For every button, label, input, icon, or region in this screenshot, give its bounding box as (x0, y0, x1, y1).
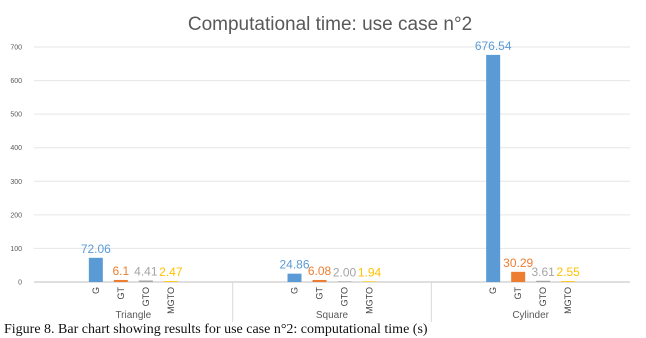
y-axis: 0 100 200 300 400 500 600 700 (10, 45, 22, 287)
x-tick-label-square-gto: GTO (340, 287, 350, 306)
bar-square-gto (337, 281, 352, 282)
chart-title: Computational time: use case n°2 (188, 14, 472, 35)
category-label-triangle: Triangle (115, 310, 151, 321)
x-tick-label-square-gt: GT (315, 286, 325, 299)
data-label-triangle-gto: 4.41 (134, 265, 158, 279)
y-tick-label-100: 100 (10, 246, 22, 253)
x-axis: G GT GTO MGTO Triangle G GT GTO MGTO Square G GT GTO… (91, 282, 573, 322)
chart-background (0, 0, 646, 322)
x-tick-label-triangle-gto: GTO (141, 287, 151, 306)
y-tick-label-400: 400 (10, 145, 22, 152)
y-tick-label-600: 600 (10, 78, 22, 85)
category-label-cylinder: Cylinder (512, 310, 549, 321)
bar-chart: Computational time: use case n°2 0 100 200… (0, 0, 646, 322)
data-label-square-gt: 6.08 (308, 264, 332, 278)
data-label-cylinder-g: 676.54 (475, 39, 512, 53)
x-tick-label-triangle-g: G (91, 287, 101, 294)
bar-square-gt (312, 279, 327, 282)
data-label-triangle-mgto: 2.47 (159, 265, 183, 279)
data-label-square-mgto: 1.94 (358, 265, 382, 279)
x-tick-label-cylinder-gto: GTO (538, 287, 548, 306)
data-label-cylinder-gto: 3.61 (531, 265, 555, 279)
x-tick-label-square-g: G (290, 287, 300, 294)
data-label-cylinder-mgto: 2.55 (556, 265, 580, 279)
bar-cylinder-gto (536, 280, 551, 282)
x-tick-label-cylinder-gt: GT (513, 286, 523, 299)
y-tick-label-200: 200 (10, 212, 22, 219)
bar-triangle-gt (113, 279, 128, 282)
figure-caption: Figure 8. Bar chart showing results for … (4, 322, 428, 337)
y-tick-label-300: 300 (10, 179, 22, 186)
x-tick-label-triangle-mgto: MGTO (166, 287, 176, 314)
data-label-cylinder-gt: 30.29 (503, 256, 533, 270)
bars: 72.066.1 4.41 2.47 24.866.08 2.00 1.94 676.54 3… (81, 39, 580, 283)
bar-square-mgto (362, 281, 377, 282)
bar-triangle-gto (138, 280, 153, 282)
category-label-square: Square (316, 310, 349, 321)
y-tick-label-500: 500 (10, 112, 22, 119)
gridlines (34, 46, 630, 283)
x-tick-label-cylinder-mgto: MGTO (563, 287, 573, 314)
x-tick-label-square-mgto: MGTO (365, 287, 375, 314)
x-tick-label-triangle-gt: GT (116, 286, 126, 299)
bar-cylinder-g (486, 54, 501, 283)
bar-triangle-g (88, 257, 103, 282)
data-label-triangle-g: 72.06 (81, 242, 111, 256)
bar-square-g (287, 273, 302, 282)
data-label-square-g: 24.86 (279, 258, 309, 272)
bar-cylinder-mgto (561, 281, 576, 282)
bar-cylinder-gt (511, 271, 526, 282)
y-tick-label-0: 0 (18, 280, 22, 287)
data-label-triangle-gt: 6.1 (112, 264, 129, 278)
bar-triangle-mgto (163, 281, 178, 282)
data-label-square-gto: 2.00 (333, 265, 357, 279)
y-tick-label-700: 700 (10, 45, 22, 52)
x-tick-label-cylinder-g: G (488, 287, 498, 294)
